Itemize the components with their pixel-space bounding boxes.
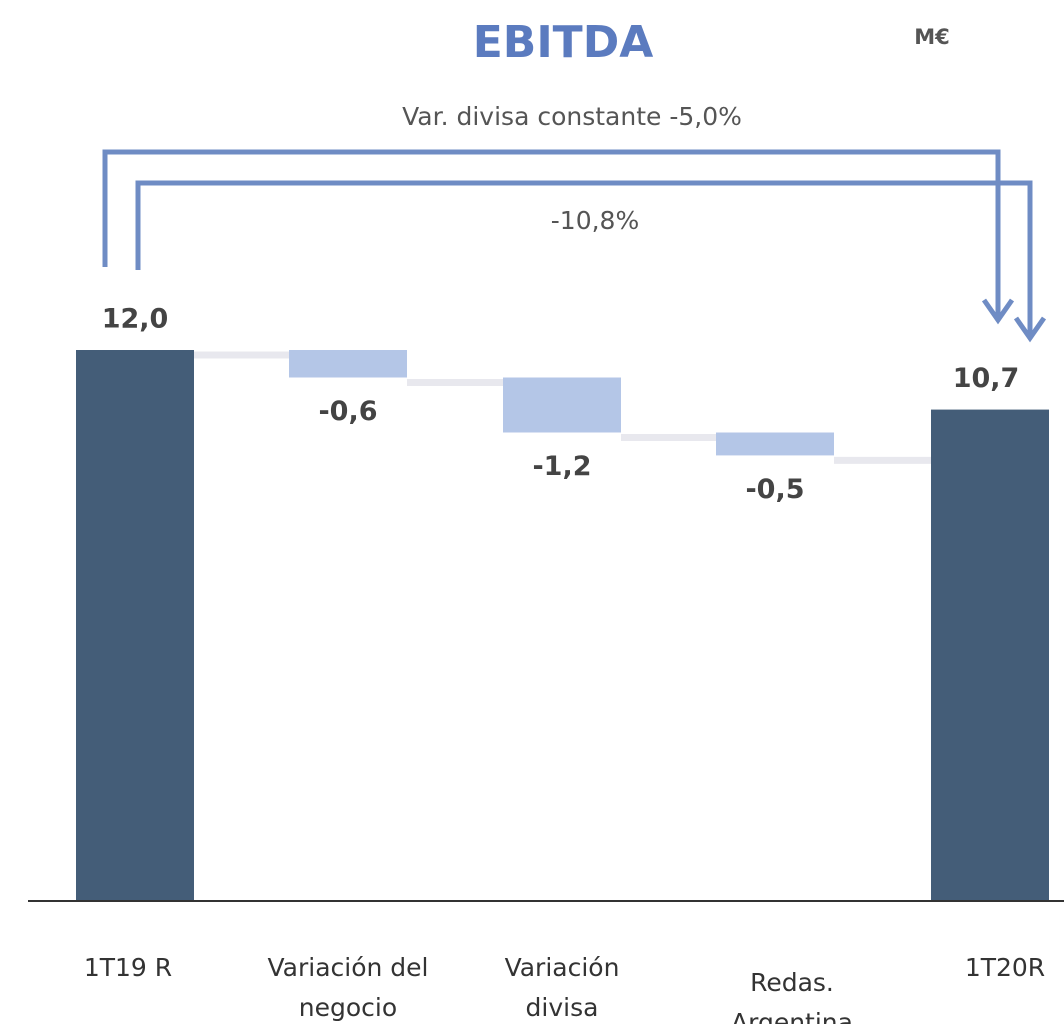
value-label: 10,7	[953, 363, 1020, 394]
arrow-head	[981, 298, 1015, 325]
value-label: -1,2	[532, 451, 591, 482]
value-label: -0,5	[745, 474, 804, 505]
x-tick-label: 1T19 R	[83, 953, 173, 982]
bar	[931, 409, 1049, 900]
x-tick-label: Redas. Argentina	[731, 968, 853, 1024]
chart-title: EBITDA	[473, 17, 654, 68]
bar	[76, 350, 194, 900]
annotation: Var. divisa constante -5,0%	[402, 102, 742, 131]
x-tick-label: 1T20R	[964, 953, 1046, 982]
arrow-head	[1013, 316, 1047, 343]
value-label: -0,6	[318, 396, 377, 427]
arrow	[102, 149, 1001, 320]
bar	[716, 432, 834, 456]
bar	[503, 377, 621, 433]
arrow	[135, 180, 1033, 338]
unit-label: M€	[914, 25, 950, 49]
x-tick-label: Variación divisa	[504, 953, 620, 1022]
arrows	[102, 149, 1047, 343]
bar	[289, 350, 407, 378]
value-label: 12,0	[102, 304, 169, 335]
annotation: -10,8%	[551, 206, 639, 235]
x-tick-label: Variación del negocio	[267, 953, 429, 1022]
